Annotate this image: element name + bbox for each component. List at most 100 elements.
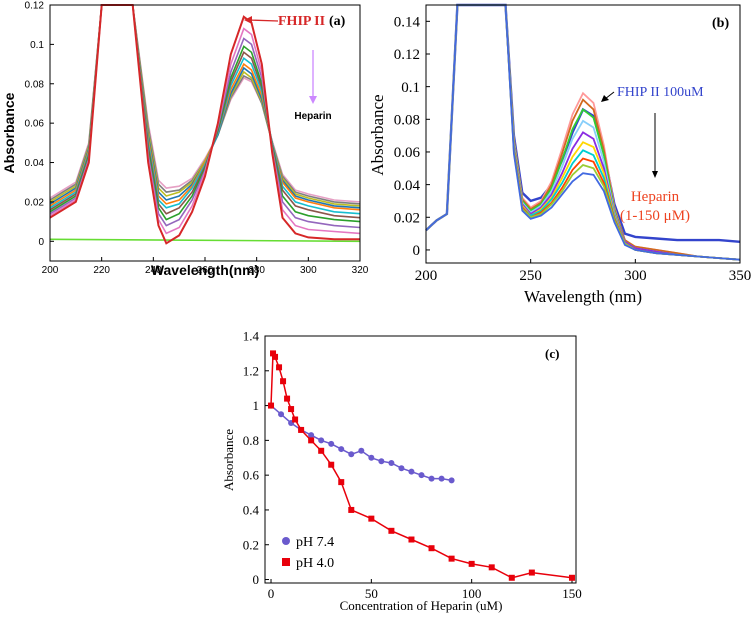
y-tick-label: 0.04	[394, 178, 421, 194]
panel-c-point	[328, 440, 335, 447]
panel-a-panel-label: (a)	[329, 14, 346, 29]
y-tick-label: 0.2	[243, 537, 259, 552]
x-tick-label: 280	[248, 265, 265, 276]
panel-b-xlabel: Wavelength (nm)	[524, 287, 642, 306]
panel-c-point	[308, 432, 315, 439]
panel-a-curves	[49, 4, 361, 245]
panel-c-point	[508, 574, 515, 581]
panel-c-point	[278, 411, 285, 418]
y-tick-label: 0.1	[30, 40, 44, 51]
panel-c-point	[368, 454, 375, 461]
y-tick-label: 0.12	[394, 47, 420, 63]
panel-b-heparin-label-2: (1-150 μM)	[620, 208, 690, 224]
panel-c-axes: 0 50 100 150 0 0.2 0.4 0.6 0.8 1 1.2 1.4	[243, 329, 582, 601]
panel-c-point	[298, 426, 305, 433]
panel-c-point	[528, 569, 535, 576]
panel-b-heparin-arrowhead	[652, 171, 658, 178]
panel-b-fhip-label: FHIP II 100uM	[617, 85, 704, 100]
x-tick-label: 260	[197, 265, 214, 276]
panel-a-fhip-arrowhead	[244, 16, 252, 24]
panel-c-point	[276, 364, 283, 371]
panel-c-point	[468, 560, 475, 567]
panel-b-series-5	[425, 4, 741, 261]
panel-c-legend: pH 7.4 pH 4.0	[282, 535, 334, 571]
y-tick-label: 0.08	[394, 113, 420, 129]
legend-marker-ph40	[282, 558, 290, 566]
panel-b: 200 250 300 350 0 0.02 0.04 0.06 0.08 0.1 0.12 0.14…	[368, 3, 752, 306]
y-tick-label: 0.4	[243, 502, 260, 517]
panel-c-curves	[268, 350, 575, 581]
panel-a-series-0	[49, 4, 360, 245]
x-tick-label: 150	[562, 586, 582, 601]
panel-c-point	[428, 545, 435, 552]
panel-b-curves	[425, 3, 741, 261]
panel-c-ylabel: Absorbance	[221, 429, 236, 491]
panel-a-xlabel: Wavelength(nm)	[151, 262, 259, 278]
panel-c-point	[338, 446, 345, 453]
panel-c-point	[428, 475, 435, 482]
panel-c-point	[308, 437, 315, 444]
x-tick-label: 50	[365, 586, 378, 601]
panel-a-fhip-label: FHIP II	[278, 14, 325, 29]
y-tick-label: 0.8	[243, 433, 259, 448]
panel-c-point	[268, 402, 275, 409]
panel-c-point	[348, 506, 355, 513]
y-tick-label: 0.02	[25, 197, 45, 208]
panel-c-xlabel: Concentration of Heparin (uM)	[340, 598, 503, 613]
panel-a-series-5	[49, 4, 361, 215]
panel-b-fhip-arrowhead	[601, 95, 609, 102]
panel-b-heparin-label-1: Heparin	[631, 189, 680, 205]
panel-c-point	[348, 451, 355, 458]
panel-c-point	[388, 459, 395, 466]
panel-c-frame	[264, 335, 577, 584]
panel-c-point	[318, 447, 325, 454]
x-tick-label: 350	[729, 268, 752, 284]
y-tick-label: 0.06	[25, 119, 45, 130]
panel-c-point	[448, 477, 455, 484]
y-tick-label: 0	[413, 243, 421, 259]
x-tick-label: 200	[42, 265, 59, 276]
panel-c-point	[438, 475, 445, 482]
y-tick-label: 0.08	[25, 79, 45, 90]
y-tick-label: 1	[253, 398, 260, 413]
panel-c: 0 50 100 150 0 0.2 0.4 0.6 0.8 1 1.2 1.4 Concentrat…	[221, 329, 582, 613]
panel-c-point	[288, 406, 295, 413]
legend-label-ph40: pH 4.0	[296, 556, 334, 571]
x-tick-label: 240	[145, 265, 162, 276]
y-tick-label: 0	[253, 572, 260, 587]
x-tick-label: 100	[462, 586, 482, 601]
y-tick-label: 0.14	[394, 15, 421, 31]
panel-c-point	[448, 555, 455, 562]
panel-b-frame	[425, 4, 741, 264]
panel-a-heparin-label: Heparin	[294, 111, 331, 122]
panel-c-point	[338, 479, 345, 486]
panel-c-point	[270, 350, 277, 357]
panel-c-point	[280, 378, 287, 385]
y-tick-label: 0	[38, 237, 44, 248]
y-tick-label: 0.06	[394, 145, 421, 161]
panel-a-baseline	[49, 238, 361, 243]
y-tick-label: 1.4	[243, 329, 260, 344]
panel-a-fhip-arrow	[247, 19, 279, 22]
panel-c-point	[368, 515, 375, 522]
panel-c-panel-label: (c)	[545, 346, 559, 361]
panel-c-point	[568, 574, 575, 581]
y-tick-label: 0.1	[401, 80, 420, 96]
panel-b-series-0	[425, 3, 741, 243]
panel-c-point	[284, 395, 291, 402]
panel-b-panel-label: (b)	[712, 16, 729, 31]
y-tick-label: 1.2	[243, 363, 259, 378]
y-tick-label: 0.04	[25, 158, 45, 169]
y-tick-label: 0.6	[243, 468, 260, 483]
y-tick-label: 0.02	[394, 211, 420, 227]
panel-c-point	[292, 416, 299, 423]
panel-c-point	[328, 461, 335, 468]
panel-c-point	[358, 447, 365, 454]
panel-c-point	[272, 353, 279, 360]
panel-c-point	[398, 465, 405, 472]
panel-b-axes: 200 250 300 350 0 0.02 0.04 0.06 0.08 0.1 0.12 0.14	[394, 15, 752, 284]
panel-a-ylabel: Absorbance	[1, 92, 17, 173]
x-tick-label: 250	[519, 268, 542, 284]
panel-a: 200 220 240 260 280 300 320 0 0.02 0.04 0.06 0.08 0.…	[1, 1, 369, 279]
